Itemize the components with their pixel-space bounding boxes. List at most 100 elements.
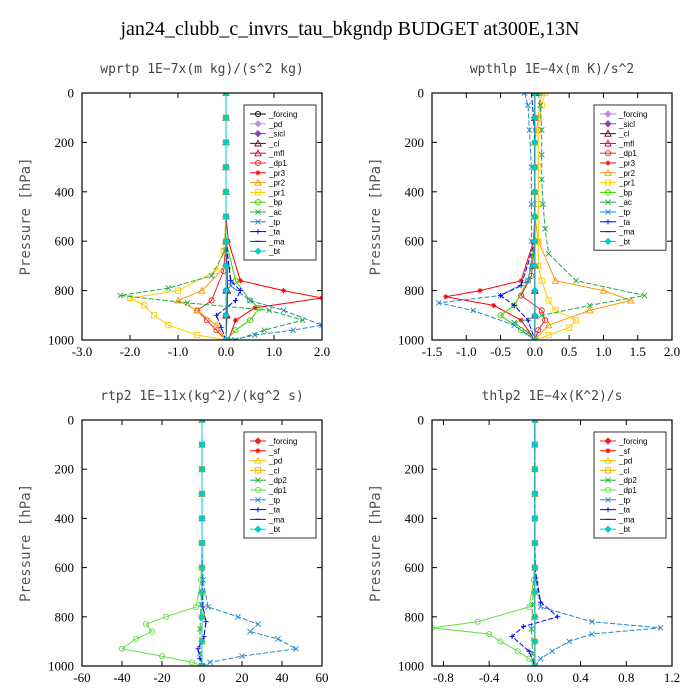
data-point-ac bbox=[266, 307, 273, 314]
legend-marker bbox=[254, 456, 262, 464]
legend-marker bbox=[254, 437, 262, 445]
data-point-pr1 bbox=[141, 302, 148, 309]
chart-panel-4: thlp2 1E−4x(K^2)/s Pressure [hPa] -0.8 -0.4… bbox=[368, 389, 680, 685]
data-point-ta bbox=[203, 619, 209, 625]
data-point-dp1 bbox=[526, 655, 533, 662]
data-point-ac bbox=[538, 127, 545, 133]
data-point-pr1 bbox=[538, 277, 545, 284]
legend-marker bbox=[604, 110, 612, 118]
data-point-bt bbox=[531, 440, 539, 449]
legend-label: _dp2 bbox=[268, 476, 287, 485]
legend-label: _forcing bbox=[268, 437, 297, 446]
x-tick-label: -60 bbox=[73, 670, 90, 685]
y-axis-label: Pressure [hPa] bbox=[368, 157, 384, 275]
data-point-tp bbox=[319, 322, 322, 329]
data-point-bp bbox=[246, 297, 254, 304]
y-tick-label: 0 bbox=[418, 86, 425, 101]
data-point-tp bbox=[247, 297, 253, 304]
x-tick-label: -1.5 bbox=[422, 344, 443, 359]
data-point-ta bbox=[218, 325, 224, 331]
x-tick-label: 0.0 bbox=[527, 670, 543, 685]
data-point-bt bbox=[198, 588, 206, 596]
data-point-bt bbox=[198, 662, 206, 666]
x-tick-label: 0 bbox=[199, 670, 206, 685]
legend-label: _ma bbox=[268, 237, 285, 246]
data-point-tp bbox=[521, 93, 528, 96]
legend-label: _ma bbox=[618, 515, 635, 524]
data-point-tp bbox=[566, 638, 573, 645]
data-point-dp1 bbox=[142, 621, 150, 628]
data-point-dp1 bbox=[162, 613, 170, 620]
legend-label: _bt bbox=[618, 525, 631, 534]
data-point-pr3 bbox=[237, 278, 243, 284]
data-point-tp bbox=[235, 613, 241, 620]
legend-label: _sf bbox=[618, 447, 630, 456]
data-point-ac bbox=[538, 312, 545, 319]
legend-marker bbox=[605, 219, 611, 225]
legend-label: _dp1 bbox=[268, 486, 287, 495]
legend-label: _tp bbox=[618, 208, 631, 217]
data-point-tp bbox=[470, 307, 477, 314]
chart-series-group bbox=[435, 93, 648, 340]
data-point-pr2 bbox=[537, 93, 546, 97]
data-point-bt bbox=[198, 637, 206, 646]
legend-label: _bp bbox=[618, 188, 633, 197]
legend-marker bbox=[604, 120, 612, 128]
legend-marker bbox=[605, 160, 611, 166]
plot-frame bbox=[81, 92, 323, 341]
plot-frame bbox=[431, 92, 673, 341]
data-point-bt bbox=[222, 336, 230, 340]
data-point-pr2 bbox=[174, 296, 182, 304]
data-point-ta bbox=[497, 292, 504, 299]
legend-marker bbox=[255, 507, 261, 513]
data-point-ta bbox=[228, 278, 234, 284]
data-point-bt bbox=[531, 539, 539, 547]
series-line-dp1 bbox=[432, 420, 536, 666]
data-point-ta bbox=[520, 624, 527, 630]
x-tick-label: 1.2 bbox=[664, 670, 680, 685]
data-point-bt bbox=[222, 188, 230, 196]
y-tick-label: 200 bbox=[405, 135, 425, 150]
data-point-ac bbox=[208, 272, 215, 279]
data-point-bt bbox=[531, 138, 539, 147]
data-point-bt bbox=[198, 465, 206, 473]
data-point-pr3 bbox=[252, 305, 258, 311]
data-point-bt bbox=[531, 465, 539, 473]
y-tick-label: 400 bbox=[55, 511, 75, 526]
data-point-pr1 bbox=[194, 332, 201, 339]
x-tick-label: -2.0 bbox=[120, 344, 141, 359]
data-point-ac bbox=[586, 302, 593, 309]
data-point-ta bbox=[509, 633, 515, 640]
data-point-tp bbox=[435, 300, 442, 306]
data-point-dp1 bbox=[526, 603, 533, 611]
chart-title: wpthlp 1E−4x(m K)/s^2 bbox=[470, 62, 634, 77]
legend-marker bbox=[605, 448, 611, 454]
legend-marker bbox=[254, 149, 262, 157]
legend-marker bbox=[254, 178, 262, 186]
y-tick-label: 1000 bbox=[48, 333, 74, 348]
data-point-pr3 bbox=[491, 302, 497, 309]
data-point-dp1 bbox=[208, 297, 215, 304]
x-tick-label: 0.0 bbox=[527, 344, 543, 359]
legend-label: _forcing bbox=[618, 437, 647, 446]
data-point-pr1 bbox=[545, 297, 552, 304]
data-point-tp bbox=[657, 624, 664, 631]
x-tick-label: -20 bbox=[153, 670, 170, 685]
x-tick-label: 20 bbox=[236, 670, 249, 685]
legend-label: _mfl bbox=[268, 149, 284, 158]
y-tick-label: 1000 bbox=[48, 659, 74, 674]
legend-marker bbox=[604, 437, 612, 445]
legend-box bbox=[593, 104, 667, 251]
legend: _forcing_sf_pd_cl_dp2_dp1_tp_ta_ma_bt bbox=[593, 431, 667, 539]
legend-box bbox=[243, 431, 317, 539]
data-point-tp bbox=[511, 322, 518, 329]
plot-frame bbox=[81, 419, 323, 667]
legend-marker bbox=[254, 486, 262, 494]
data-point-bp bbox=[524, 277, 532, 284]
x-tick-label: 0.0 bbox=[218, 344, 234, 359]
data-point-dp1 bbox=[538, 307, 545, 314]
legend-marker bbox=[605, 496, 611, 503]
legend-label: _cl bbox=[618, 130, 629, 139]
legend-label: _cl bbox=[618, 466, 629, 475]
